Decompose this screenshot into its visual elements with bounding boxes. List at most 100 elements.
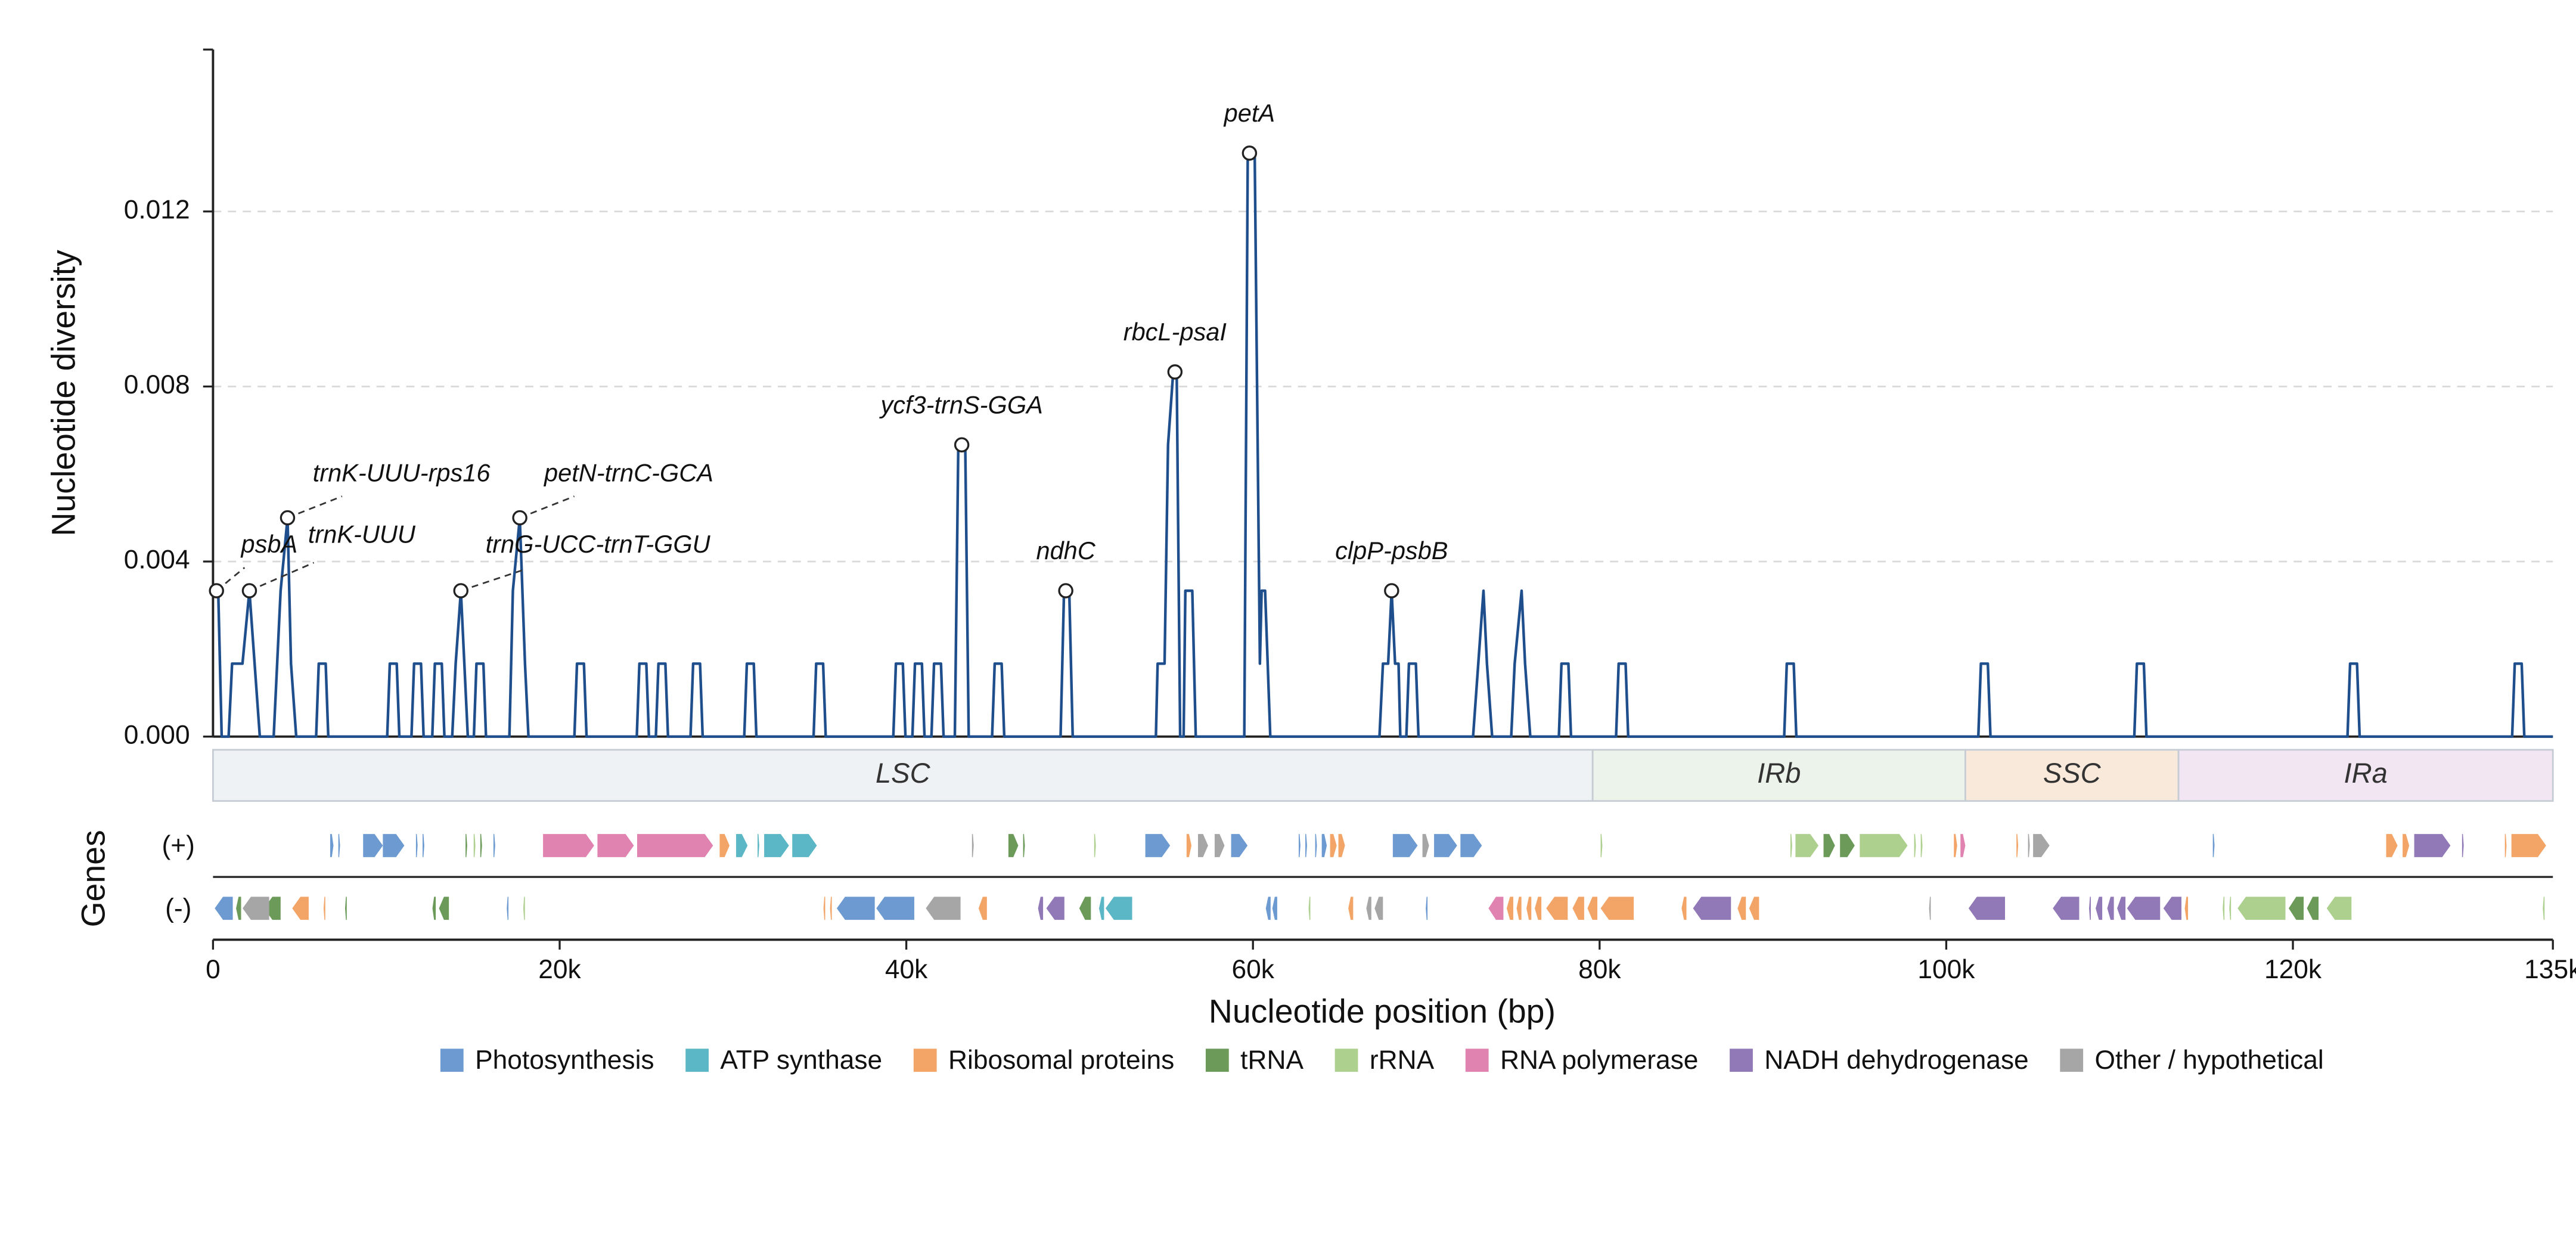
gene	[439, 897, 449, 920]
annotation-marker	[241, 583, 257, 598]
gene	[543, 834, 594, 857]
gene	[1795, 834, 1819, 857]
region-label: IRb	[1757, 757, 1801, 789]
gene	[1198, 834, 1208, 857]
gene	[978, 897, 987, 920]
gene	[823, 897, 825, 920]
legend-label: ATP synthase	[720, 1046, 882, 1075]
gene	[243, 897, 269, 920]
gene	[493, 834, 495, 857]
annotation-marker	[453, 583, 468, 598]
legend-swatch	[1730, 1049, 1753, 1072]
region-block	[1591, 749, 1966, 802]
y-axis-label: Nucleotide diversity	[45, 250, 82, 536]
gene	[1265, 897, 1271, 920]
gene	[1023, 834, 1025, 857]
diversity-line	[213, 151, 2553, 738]
gene	[1214, 834, 1225, 857]
gene	[1008, 834, 1019, 857]
legend-label: RNA polymerase	[1500, 1046, 1698, 1075]
gene	[465, 834, 467, 857]
gene	[1338, 834, 1345, 857]
gene	[1693, 897, 1731, 920]
region-label: LSC	[876, 757, 931, 789]
gene	[1600, 834, 1603, 857]
strand-label: (-)	[165, 894, 191, 923]
gene	[363, 834, 383, 857]
gene	[1321, 834, 1327, 857]
gene	[876, 897, 914, 920]
x-tick-label: 40k	[885, 955, 928, 984]
annotation-label: petN-trnC-GCA	[543, 459, 713, 487]
gene	[1094, 834, 1096, 857]
gene	[2163, 897, 2182, 920]
gene	[1920, 834, 1923, 857]
gene	[836, 897, 875, 920]
gene	[1526, 897, 1532, 920]
annotation-marker	[1384, 583, 1399, 598]
gene	[1506, 897, 1513, 920]
gene	[1098, 897, 1104, 920]
x-tick-label: 135k	[2524, 955, 2576, 984]
gene	[2016, 834, 2019, 857]
gene	[1298, 834, 1301, 857]
gene	[1600, 897, 1634, 920]
gene	[1186, 834, 1191, 857]
gene	[1079, 897, 1091, 920]
gene	[1737, 897, 1746, 920]
gene	[736, 834, 748, 857]
legend-swatch	[1205, 1049, 1229, 1072]
gene	[764, 834, 789, 857]
strand-label: (+)	[162, 831, 195, 860]
annotation-marker	[1242, 145, 1258, 161]
legend-swatch	[685, 1049, 709, 1072]
gene	[1929, 897, 1931, 920]
gene	[1840, 834, 1855, 857]
gene	[1434, 834, 1457, 857]
gene	[1488, 897, 1504, 920]
gene	[1231, 834, 1248, 857]
gene	[2096, 897, 2103, 920]
x-axis-label: Nucleotide position (bp)	[1209, 993, 1556, 1030]
gene	[1790, 834, 1792, 857]
gene	[1968, 897, 2005, 920]
legend: Photosynthesis ATP synthase Ribosomal prot…	[440, 1046, 2324, 1075]
gene	[236, 897, 241, 920]
gene	[2307, 897, 2319, 920]
gene	[758, 834, 759, 857]
gene	[344, 897, 347, 920]
annotation-marker	[209, 583, 224, 598]
gene	[972, 834, 974, 857]
y-tick-label: 0.012	[124, 195, 190, 224]
annotation-label: psbA	[240, 530, 298, 558]
gene	[415, 834, 418, 857]
gene	[1460, 834, 1482, 857]
gene	[1516, 897, 1522, 920]
annotation-marker	[1167, 364, 1183, 380]
legend-label: tRNA	[1240, 1046, 1303, 1075]
x-tick-label: 120k	[2264, 955, 2322, 984]
gene	[1348, 897, 1354, 920]
region-block	[212, 749, 1594, 802]
gene	[2511, 834, 2546, 857]
legend-label: rRNA	[1370, 1046, 1435, 1075]
legend-label: Ribosomal proteins	[948, 1046, 1174, 1075]
x-tick-label: 100k	[1917, 955, 1975, 984]
gene	[1535, 897, 1542, 920]
annotation-label: rbcL-psaI	[1123, 318, 1227, 346]
annotation-marker	[954, 437, 970, 452]
gene	[792, 834, 817, 857]
gene	[383, 834, 405, 857]
annotation-marker	[280, 510, 296, 526]
gene	[480, 834, 482, 857]
genes-label: Genes	[75, 830, 111, 927]
gene	[2543, 897, 2545, 920]
annotation-label: trnK-UUU	[308, 520, 416, 548]
gene	[2289, 897, 2304, 920]
gene	[1749, 897, 1759, 920]
gene	[926, 897, 961, 920]
gene	[1145, 834, 1171, 857]
gene	[1587, 897, 1598, 920]
